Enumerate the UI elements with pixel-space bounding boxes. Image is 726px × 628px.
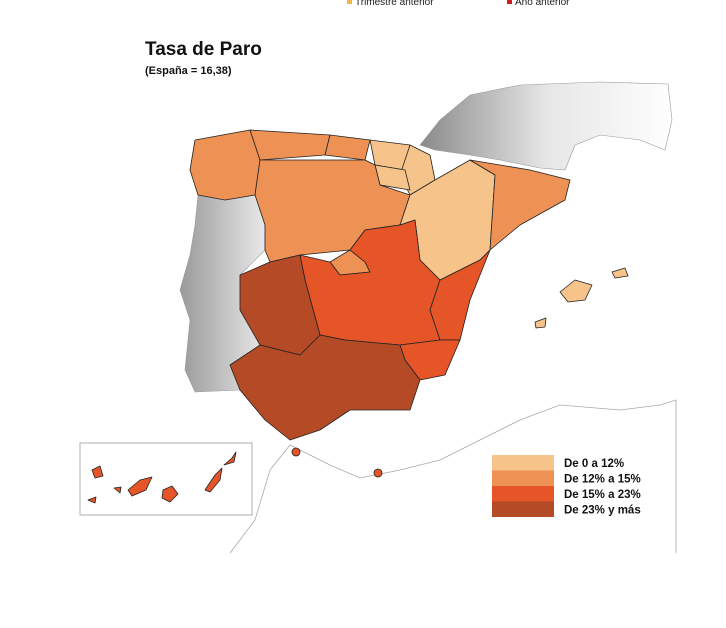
melilla: [373, 468, 383, 478]
la-gomera: [113, 486, 122, 494]
top-legend-swatch: [347, 0, 352, 4]
cataluna: [469, 159, 571, 251]
la-palma: [91, 465, 104, 479]
legend-label: De 12% a 15%: [564, 474, 641, 486]
legend-label: De 0 a 12%: [564, 458, 624, 470]
legend-swatch: [492, 470, 554, 486]
africa: [229, 399, 677, 554]
tenerife: [127, 476, 153, 497]
canarias: [87, 451, 237, 504]
top-legend: Trimestre anterior Año anterior: [347, 0, 570, 8]
asturias: [249, 129, 331, 161]
fuerteventura: [204, 467, 223, 493]
top-legend-label: Año anterior: [515, 0, 570, 8]
galicia: [189, 129, 261, 201]
france: [419, 81, 673, 171]
legend-label: De 15% a 23%: [564, 489, 641, 501]
legend-swatch: [492, 455, 554, 471]
ibiza: [534, 317, 547, 329]
canarias-box: [79, 442, 253, 516]
legend-swatch: [492, 486, 554, 502]
menorca: [611, 267, 629, 279]
legend-label: De 23% y más: [564, 505, 641, 517]
gran-canaria: [161, 485, 179, 503]
legend-swatch: [492, 501, 554, 517]
el-hierro: [87, 496, 97, 504]
mallorca: [559, 279, 593, 303]
subtitle: (España = 16,38): [145, 65, 232, 77]
title: Tasa de Paro: [145, 39, 262, 60]
ceuta: [291, 447, 301, 457]
top-legend-label: Trimestre anterior: [355, 0, 434, 8]
lanzarote: [223, 451, 237, 466]
cantabria: [324, 134, 371, 161]
regions: [189, 129, 629, 478]
top-legend-swatch: [507, 0, 512, 4]
andalucia: [229, 334, 421, 441]
legend: De 0 a 12% De 12% a 15% De 15% a 23% De 23%…: [492, 455, 641, 517]
